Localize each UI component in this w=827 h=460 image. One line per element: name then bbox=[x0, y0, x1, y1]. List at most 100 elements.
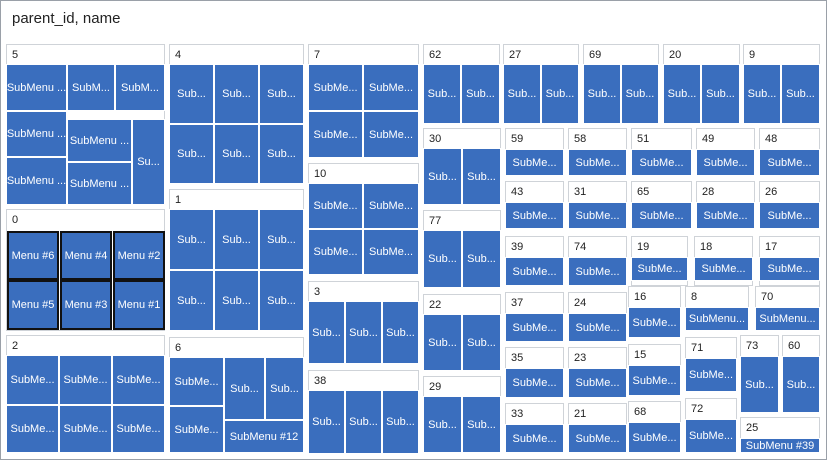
treemap-cell[interactable]: Sub... bbox=[462, 396, 501, 453]
treemap-cell[interactable]: Sub... bbox=[781, 64, 820, 124]
treemap-cell[interactable]: Sub... bbox=[423, 396, 462, 453]
treemap-cell[interactable]: Sub... bbox=[259, 209, 304, 270]
treemap-cell[interactable]: SubMe... bbox=[568, 257, 627, 286]
treemap-cell[interactable]: Sub... bbox=[308, 301, 345, 364]
treemap-cell[interactable]: SubMe... bbox=[363, 64, 419, 111]
treemap-cell[interactable]: Sub... bbox=[259, 270, 304, 331]
treemap-cell[interactable]: SubMe... bbox=[696, 149, 755, 176]
treemap-cell[interactable]: SubMe... bbox=[568, 313, 627, 342]
treemap-cell[interactable]: SubMe... bbox=[59, 405, 112, 453]
treemap-cell[interactable]: Sub... bbox=[224, 357, 265, 420]
treemap-cell[interactable]: SubMe... bbox=[631, 149, 692, 176]
treemap-cell[interactable]: SubM... bbox=[67, 64, 115, 111]
treemap-cell[interactable]: SubMe... bbox=[505, 368, 564, 398]
treemap-cell[interactable]: SubMe... bbox=[169, 406, 224, 453]
treemap-cell[interactable]: SubMe... bbox=[308, 111, 363, 158]
treemap-cell[interactable]: SubMe... bbox=[568, 149, 627, 176]
treemap-cell[interactable]: Sub... bbox=[743, 64, 781, 124]
treemap-cell[interactable]: Sub... bbox=[214, 124, 259, 184]
treemap-cell[interactable]: SubMe... bbox=[6, 355, 59, 405]
treemap-cell[interactable]: Sub... bbox=[423, 148, 462, 205]
treemap-cell[interactable]: Sub... bbox=[782, 356, 820, 413]
treemap-cell[interactable]: SubMe... bbox=[568, 368, 627, 398]
treemap-cell[interactable]: SubMenu ... bbox=[67, 162, 132, 205]
treemap-cell[interactable]: SubMe... bbox=[505, 202, 564, 229]
treemap-cell[interactable]: Sub... bbox=[382, 301, 419, 364]
treemap-cell[interactable]: SubMe... bbox=[685, 419, 737, 453]
treemap-cell[interactable]: Sub... bbox=[169, 124, 214, 184]
treemap-cell[interactable]: SubM... bbox=[115, 64, 165, 111]
treemap-cell[interactable]: SubMe... bbox=[759, 257, 820, 281]
treemap-cell[interactable]: SubMenu #39 bbox=[740, 438, 820, 453]
treemap-cell[interactable]: SubMe... bbox=[628, 365, 681, 396]
treemap-cell[interactable]: SubMe... bbox=[631, 257, 688, 281]
treemap-cell[interactable]: Sub... bbox=[621, 64, 659, 124]
treemap-cell[interactable]: SubMe... bbox=[308, 64, 363, 111]
treemap-cell[interactable]: Sub... bbox=[345, 390, 382, 454]
treemap-cell[interactable]: SubMe... bbox=[631, 202, 692, 229]
treemap-cell[interactable]: Sub... bbox=[583, 64, 621, 124]
treemap-cell[interactable]: Sub... bbox=[259, 64, 304, 124]
treemap-cell[interactable]: Sub... bbox=[169, 270, 214, 331]
treemap-cell[interactable]: SubMe... bbox=[59, 355, 112, 405]
treemap-cell[interactable]: SubMe... bbox=[112, 355, 165, 405]
treemap-cell[interactable]: Sub... bbox=[462, 230, 501, 288]
treemap-cell[interactable]: SubMe... bbox=[505, 313, 564, 342]
treemap-cell[interactable]: SubMe... bbox=[568, 424, 627, 453]
treemap-cell[interactable]: SubMe... bbox=[696, 202, 755, 229]
treemap-cell[interactable]: Sub... bbox=[503, 64, 541, 124]
treemap-cell[interactable]: SubMenu... bbox=[685, 307, 749, 331]
treemap-cell[interactable]: SubMe... bbox=[169, 357, 224, 406]
treemap-cell[interactable]: Su... bbox=[132, 119, 165, 205]
treemap-cell[interactable]: SubMe... bbox=[6, 405, 59, 453]
treemap-cell[interactable]: Menu #3 bbox=[60, 280, 112, 330]
treemap-cell[interactable]: Menu #6 bbox=[7, 231, 59, 280]
treemap-cell[interactable]: SubMe... bbox=[694, 257, 753, 281]
treemap-cell[interactable]: Sub... bbox=[214, 209, 259, 270]
treemap-cell[interactable]: SubMe... bbox=[759, 149, 820, 176]
treemap-cell[interactable]: Sub... bbox=[663, 64, 701, 124]
treemap-cell[interactable]: SubMe... bbox=[363, 183, 419, 229]
treemap-cell[interactable]: SubMenu ... bbox=[6, 157, 67, 205]
treemap-cell[interactable]: Sub... bbox=[541, 64, 579, 124]
treemap-cell[interactable]: SubMe... bbox=[308, 229, 363, 275]
treemap-cell[interactable]: SubMe... bbox=[112, 405, 165, 453]
treemap-cell[interactable]: SubMenu #12 bbox=[224, 420, 304, 453]
treemap-cell[interactable]: Sub... bbox=[423, 314, 462, 371]
treemap-cell[interactable]: Menu #5 bbox=[7, 280, 59, 330]
treemap-cell[interactable]: Sub... bbox=[169, 209, 214, 270]
treemap-cell[interactable]: Sub... bbox=[423, 230, 462, 288]
treemap-cell[interactable]: SubMe... bbox=[308, 183, 363, 229]
treemap-cell[interactable]: SubMe... bbox=[363, 111, 419, 158]
treemap-cell[interactable]: SubMe... bbox=[759, 202, 820, 229]
treemap-cell[interactable]: SubMe... bbox=[505, 424, 564, 453]
treemap-cell[interactable]: Sub... bbox=[259, 124, 304, 184]
treemap-cell[interactable]: Menu #2 bbox=[113, 231, 165, 280]
treemap-cell[interactable]: SubMe... bbox=[628, 422, 681, 453]
treemap-cell[interactable]: Sub... bbox=[214, 270, 259, 331]
treemap-cell[interactable]: Sub... bbox=[345, 301, 382, 364]
treemap-cell[interactable]: Sub... bbox=[701, 64, 740, 124]
treemap-cell[interactable]: Sub... bbox=[169, 64, 214, 124]
treemap-cell[interactable]: SubMe... bbox=[363, 229, 419, 275]
treemap-cell[interactable]: Sub... bbox=[461, 64, 500, 124]
treemap-cell[interactable]: SubMenu ... bbox=[67, 119, 132, 162]
treemap-cell[interactable]: SubMe... bbox=[568, 202, 627, 229]
treemap-cell[interactable]: Sub... bbox=[462, 148, 501, 205]
treemap-cell[interactable]: Menu #1 bbox=[113, 280, 165, 330]
treemap-cell[interactable]: Sub... bbox=[423, 64, 461, 124]
treemap-cell[interactable]: Sub... bbox=[462, 314, 501, 371]
treemap-cell[interactable]: SubMe... bbox=[505, 149, 564, 176]
treemap-cell[interactable]: Sub... bbox=[740, 356, 779, 413]
treemap-cell[interactable]: Sub... bbox=[382, 390, 419, 454]
treemap-cell[interactable]: SubMe... bbox=[505, 257, 564, 286]
treemap-cell[interactable]: SubMe... bbox=[628, 307, 681, 338]
treemap-cell[interactable]: Sub... bbox=[265, 357, 304, 420]
treemap-cell[interactable]: SubMenu ... bbox=[6, 64, 67, 111]
treemap-cell[interactable]: SubMe... bbox=[685, 358, 737, 392]
treemap-cell[interactable]: SubMenu ... bbox=[6, 111, 67, 157]
treemap-cell[interactable]: SubMenu... bbox=[755, 307, 820, 331]
treemap-cell[interactable]: Sub... bbox=[214, 64, 259, 124]
treemap-cell[interactable]: Menu #4 bbox=[60, 231, 112, 280]
treemap-cell[interactable]: Sub... bbox=[308, 390, 345, 454]
